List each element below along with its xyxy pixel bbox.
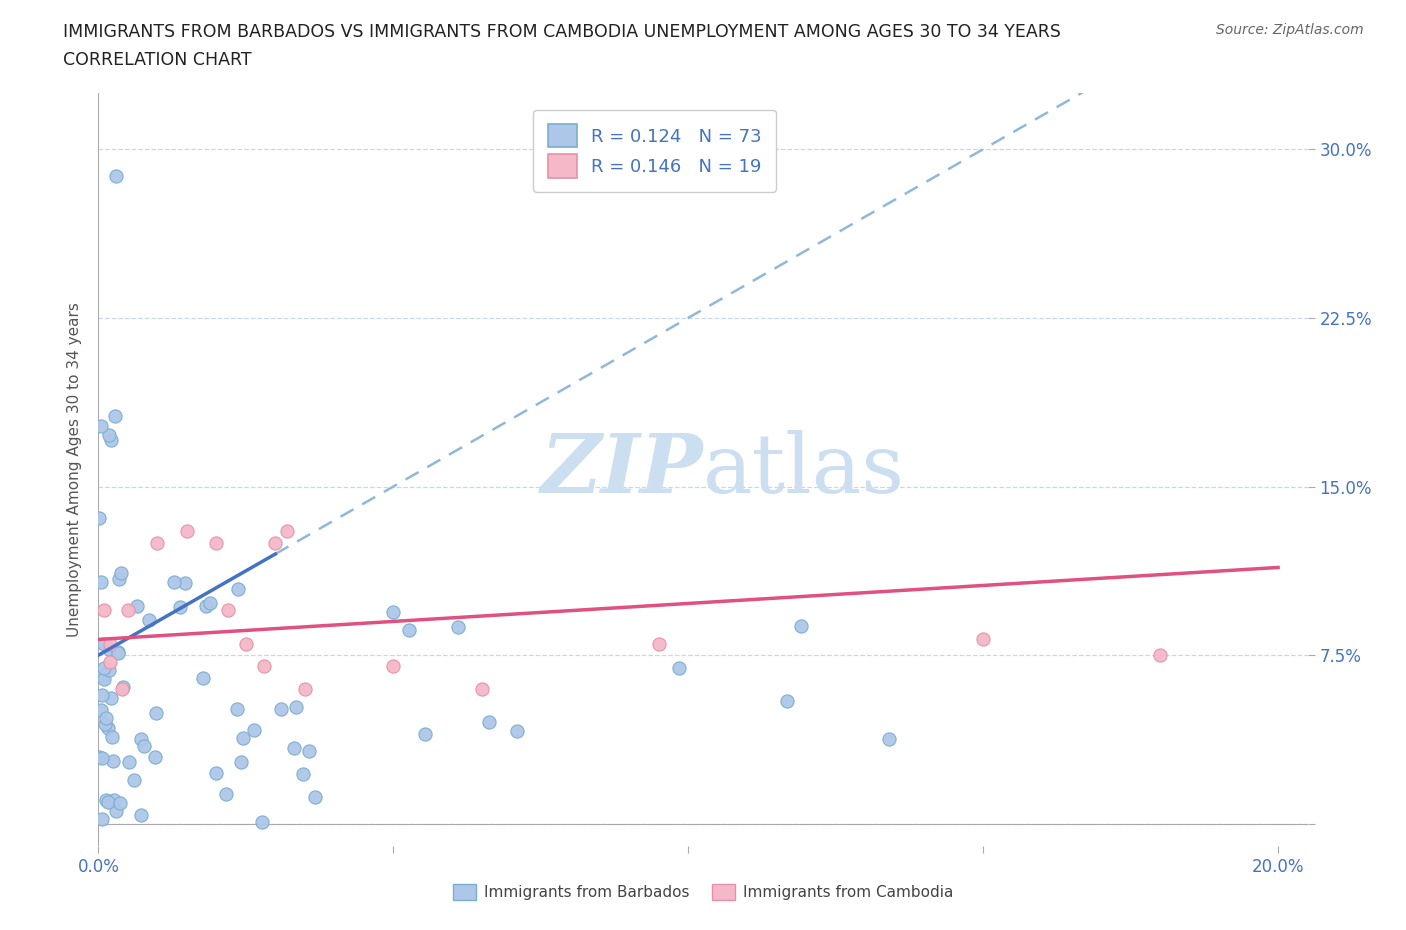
Point bbox=[668, 660, 690, 675]
Point bbox=[134, 738, 156, 753]
Point bbox=[776, 693, 799, 708]
Point bbox=[217, 603, 239, 618]
Point bbox=[104, 804, 127, 818]
Point bbox=[229, 755, 252, 770]
Point bbox=[264, 536, 287, 551]
Point bbox=[143, 749, 166, 764]
Point bbox=[146, 536, 169, 551]
Point bbox=[98, 636, 121, 651]
Point bbox=[294, 682, 316, 697]
Point bbox=[93, 660, 115, 675]
Point bbox=[90, 575, 112, 590]
Point bbox=[100, 432, 122, 447]
Point bbox=[250, 815, 273, 830]
Point bbox=[97, 721, 120, 736]
Point bbox=[94, 716, 117, 731]
Point bbox=[292, 766, 315, 781]
Point bbox=[98, 655, 121, 670]
Point bbox=[118, 754, 141, 769]
Point bbox=[270, 701, 292, 716]
Point bbox=[877, 732, 900, 747]
Point bbox=[96, 711, 118, 725]
Point bbox=[194, 599, 217, 614]
Point bbox=[176, 524, 198, 538]
Point bbox=[243, 723, 266, 737]
Point bbox=[790, 618, 813, 633]
Point bbox=[93, 672, 115, 687]
Point bbox=[107, 571, 129, 586]
Point bbox=[648, 636, 671, 651]
Point bbox=[129, 732, 152, 747]
Point bbox=[284, 699, 307, 714]
Point bbox=[415, 726, 437, 741]
Point bbox=[90, 418, 112, 433]
Point bbox=[169, 600, 191, 615]
Point bbox=[90, 669, 112, 684]
Point bbox=[225, 701, 247, 716]
Y-axis label: Unemployment Among Ages 30 to 34 years: Unemployment Among Ages 30 to 34 years bbox=[67, 302, 83, 637]
Point bbox=[93, 603, 115, 618]
Point bbox=[90, 687, 112, 702]
Point bbox=[112, 679, 135, 694]
Point bbox=[87, 750, 110, 764]
Point bbox=[200, 595, 222, 610]
Point bbox=[505, 724, 527, 739]
Point bbox=[226, 581, 249, 596]
Point bbox=[101, 730, 124, 745]
Point bbox=[252, 659, 274, 674]
Point bbox=[91, 811, 114, 826]
Point bbox=[193, 671, 215, 685]
Point bbox=[111, 682, 134, 697]
Point bbox=[205, 536, 228, 551]
Text: Source: ZipAtlas.com: Source: ZipAtlas.com bbox=[1216, 23, 1364, 37]
Point bbox=[125, 598, 148, 613]
Point bbox=[93, 637, 115, 652]
Point bbox=[107, 645, 129, 660]
Point bbox=[104, 408, 127, 423]
Text: CORRELATION CHART: CORRELATION CHART bbox=[63, 51, 252, 69]
Point bbox=[89, 511, 111, 525]
Text: atlas: atlas bbox=[703, 430, 905, 510]
Point bbox=[145, 706, 167, 721]
Point bbox=[381, 604, 404, 619]
Point bbox=[94, 792, 117, 807]
Point bbox=[90, 703, 112, 718]
Point bbox=[138, 613, 160, 628]
Point bbox=[215, 787, 238, 802]
Point bbox=[98, 662, 121, 677]
Point bbox=[478, 714, 501, 729]
Point bbox=[117, 603, 139, 618]
Point bbox=[163, 575, 186, 590]
Text: ZIP: ZIP bbox=[540, 430, 703, 510]
Point bbox=[101, 753, 124, 768]
Point bbox=[98, 642, 121, 657]
Point bbox=[232, 731, 254, 746]
Point bbox=[235, 636, 257, 651]
Point bbox=[124, 773, 146, 788]
Point bbox=[382, 659, 405, 674]
Point bbox=[972, 632, 994, 647]
Point bbox=[298, 744, 321, 759]
Point bbox=[103, 793, 125, 808]
Point bbox=[108, 795, 131, 810]
Point bbox=[276, 524, 298, 538]
Point bbox=[205, 766, 228, 781]
Point bbox=[174, 576, 197, 591]
Legend: Immigrants from Barbados, Immigrants from Cambodia: Immigrants from Barbados, Immigrants fro… bbox=[447, 878, 959, 907]
Point bbox=[100, 690, 122, 705]
Point bbox=[447, 620, 470, 635]
Point bbox=[129, 808, 152, 823]
Point bbox=[105, 168, 128, 183]
Point bbox=[98, 428, 121, 443]
Point bbox=[304, 790, 326, 804]
Point bbox=[107, 644, 129, 659]
Point bbox=[398, 623, 420, 638]
Point bbox=[1149, 647, 1171, 662]
Point bbox=[96, 794, 118, 809]
Point bbox=[283, 740, 305, 755]
Point bbox=[471, 682, 494, 697]
Point bbox=[91, 751, 114, 765]
Text: IMMIGRANTS FROM BARBADOS VS IMMIGRANTS FROM CAMBODIA UNEMPLOYMENT AMONG AGES 30 : IMMIGRANTS FROM BARBADOS VS IMMIGRANTS F… bbox=[63, 23, 1062, 41]
Point bbox=[110, 565, 132, 580]
